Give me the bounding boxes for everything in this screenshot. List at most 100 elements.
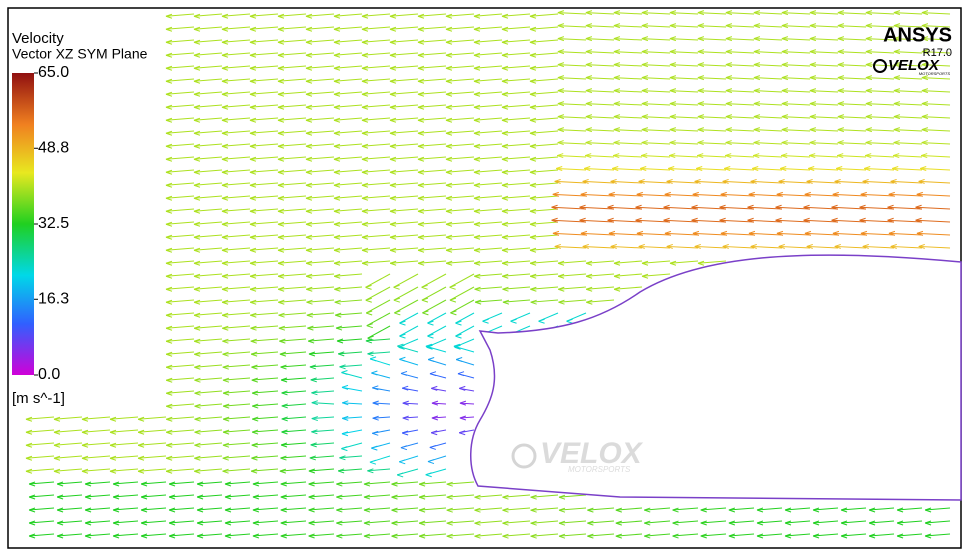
watermark-logo: VELOX: [540, 437, 644, 470]
vector-head: [529, 260, 537, 264]
vector-head: [371, 445, 378, 449]
vector: [638, 245, 671, 249]
vector-head: [363, 494, 371, 498]
vector-head: [333, 104, 341, 108]
vector-head: [692, 232, 700, 236]
vector-head: [249, 91, 257, 95]
vector-head: [249, 80, 257, 84]
vector: [249, 143, 279, 147]
vector-head: [725, 77, 733, 81]
vector: [169, 507, 195, 511]
vector-head: [445, 221, 453, 225]
vector: [753, 155, 783, 158]
vector: [251, 442, 279, 446]
vector: [809, 142, 839, 145]
vector-head: [756, 507, 764, 511]
vector-head: [194, 403, 201, 407]
vector-head: [361, 119, 369, 123]
vector-head: [669, 114, 677, 118]
vector-head: [753, 155, 760, 159]
vector-head: [333, 156, 341, 160]
vector-head: [339, 364, 346, 368]
vector-head: [473, 13, 481, 17]
vector: [223, 416, 251, 420]
vector: [804, 193, 839, 197]
vector-head: [529, 156, 537, 160]
vector: [305, 13, 335, 17]
vector: [417, 143, 447, 147]
vector-head: [641, 140, 648, 144]
vector-head: [473, 52, 481, 56]
vector-head: [582, 243, 589, 247]
vector: [85, 520, 111, 524]
vector-head: [277, 171, 285, 175]
vector-head: [473, 234, 481, 238]
vector-head: [365, 297, 372, 301]
vector-head: [613, 10, 621, 14]
vector-head: [193, 158, 201, 162]
vector-head: [529, 130, 537, 134]
vector-head: [336, 494, 343, 498]
vector: [194, 442, 223, 446]
vector-head: [585, 88, 593, 92]
vector: [280, 533, 307, 537]
vector-head: [613, 51, 621, 55]
vector-head: [391, 535, 398, 539]
vector-head: [193, 65, 201, 69]
vector-head: [251, 457, 258, 461]
vector-head: [333, 197, 341, 201]
vector: [342, 416, 363, 419]
vector-head: [221, 210, 229, 214]
vector: [363, 494, 391, 498]
vector-head: [840, 520, 848, 524]
vector-head: [341, 431, 349, 435]
vector: [529, 117, 559, 121]
vector-head: [109, 455, 117, 459]
vector: [473, 130, 503, 134]
vector-head: [165, 145, 173, 149]
vector-head: [193, 314, 201, 318]
vector-head: [429, 373, 437, 377]
vector-head: [165, 65, 173, 69]
vector-head: [501, 184, 509, 188]
vector-head: [250, 338, 257, 342]
vector: [305, 195, 335, 199]
vector-head: [840, 535, 848, 539]
vector-head: [459, 387, 466, 391]
vector-head: [812, 520, 820, 524]
vector-head: [921, 23, 929, 27]
vector-head: [221, 130, 229, 134]
vector: [916, 232, 951, 236]
vector-head: [613, 275, 621, 279]
vector-head: [809, 129, 817, 133]
vector-head: [193, 249, 201, 253]
vector-head: [921, 140, 928, 144]
vector-head: [389, 91, 397, 95]
vector: [278, 299, 307, 303]
vector-head: [579, 206, 586, 210]
vector-head: [84, 483, 92, 487]
vector-head: [389, 130, 397, 134]
vector-head: [221, 247, 229, 251]
vector-head: [277, 169, 285, 173]
vector: [446, 481, 475, 485]
vector-head: [446, 533, 453, 537]
vector-head: [753, 23, 761, 27]
vector: [221, 117, 251, 121]
vector-head: [250, 299, 257, 303]
vector-head: [280, 377, 288, 381]
vector-head: [554, 245, 561, 249]
vector-head: [669, 23, 677, 27]
vector-head: [473, 15, 481, 19]
vector: [832, 193, 867, 197]
vector-head: [753, 12, 761, 16]
vector-head: [334, 286, 341, 290]
vector: [865, 90, 895, 93]
vector: [222, 325, 251, 329]
vector-head: [697, 75, 705, 79]
vector-head: [753, 140, 760, 144]
vector: [921, 129, 951, 132]
vector-head: [722, 243, 729, 247]
vector: [193, 26, 223, 30]
vector-head: [669, 77, 677, 81]
